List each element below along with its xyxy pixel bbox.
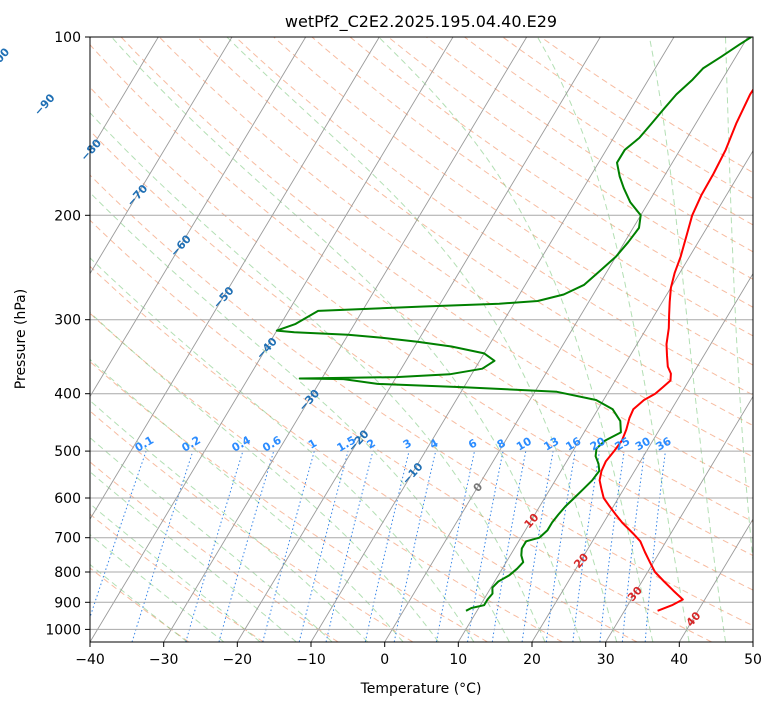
dewpoint-profile-line	[275, 37, 752, 612]
dry-adiabat	[90, 219, 712, 642]
isotherm-line	[90, 37, 380, 521]
y-axis-label: Pressure (hPa)	[13, 289, 29, 389]
moist-adiabat	[90, 399, 369, 642]
moist-adiabat	[90, 311, 439, 642]
plot-frame	[89, 36, 754, 643]
y-tick-label: 600	[54, 491, 81, 507]
y-tick-label: 700	[54, 531, 81, 547]
dry-adiabat	[120, 37, 753, 490]
y-tick-label: 200	[54, 208, 81, 224]
mixing-ratio-line	[644, 451, 666, 642]
moist-adiabat	[90, 471, 297, 642]
dry-adiabat	[197, 37, 753, 427]
dry-adiabat	[158, 37, 753, 458]
x-tick-label: −10	[296, 652, 326, 668]
x-tick-label: 50	[744, 652, 762, 668]
y-tick-label: 400	[54, 387, 81, 403]
chart-title: wetPf2_C2E2.2025.195.04.40.E29	[285, 12, 557, 32]
y-tick-label: 100	[54, 30, 81, 46]
mixing-ratio-line	[325, 450, 374, 642]
y-tick-label: 1000	[45, 622, 81, 638]
x-tick-label: −30	[149, 652, 179, 668]
mixing-ratio-line	[298, 450, 349, 642]
y-tick-label: 500	[54, 444, 81, 460]
moist-adiabat	[378, 37, 654, 642]
moist-adiabat	[90, 358, 404, 642]
moist-adiabat	[111, 37, 582, 642]
x-tick-label: 30	[597, 652, 615, 668]
y-tick-label: 800	[54, 565, 81, 581]
mixing-ratio-line	[131, 450, 194, 642]
isotherm-line	[0, 37, 11, 642]
x-axis: −40 −30 −20 −10 0 10 20 30 40 50	[75, 642, 762, 668]
x-tick-label: 0	[380, 652, 389, 668]
isotherm-line	[605, 395, 753, 642]
moist-adiabat	[90, 112, 546, 642]
isotherm-label: −100	[0, 45, 12, 78]
x-tick-label: −40	[75, 652, 105, 668]
isotherm-line	[163, 37, 528, 642]
dry-adiabat	[90, 174, 753, 627]
dry-adiabat	[349, 37, 753, 308]
isotherm-line	[90, 37, 233, 275]
isotherm-line	[310, 37, 675, 642]
mixing-ratio-line	[621, 451, 646, 642]
mixing-ratio-line	[218, 450, 275, 642]
isotherm-line	[90, 37, 307, 398]
isotherm-line	[90, 37, 159, 152]
isotherm-line	[457, 149, 753, 642]
x-tick-label: 20	[523, 652, 541, 668]
dry-adiabat	[90, 360, 488, 642]
y-tick-label: 300	[54, 313, 81, 329]
isotherm-line	[752, 641, 753, 642]
isotherm-line	[531, 272, 753, 642]
isotherm-line	[384, 37, 749, 642]
y-axis: 100 200 300 400 500 600 700 800 900 1000	[45, 30, 90, 638]
dry-adiabat	[90, 265, 638, 642]
mixing-ratio-line	[364, 450, 410, 642]
y-tick-label: 900	[54, 595, 81, 611]
moist-adiabat	[90, 257, 475, 642]
moist-adiabat	[648, 37, 727, 642]
dry-adiabat	[90, 513, 264, 642]
moist-adiabat	[90, 436, 333, 642]
mixing-ratio-line	[262, 450, 315, 642]
moist-adiabat	[725, 37, 753, 566]
x-tick-label: −20	[223, 652, 253, 668]
x-tick-label: 10	[449, 652, 467, 668]
temperature-profile-line	[598, 88, 753, 612]
isotherm-label: −90	[32, 91, 58, 118]
profile-lines	[275, 37, 753, 612]
mixing-ratio-line	[521, 451, 554, 642]
isotherm-line	[90, 37, 454, 642]
isotherm-line	[678, 518, 753, 642]
x-tick-label: 40	[670, 652, 688, 668]
x-axis-label: Temperature (°C)	[360, 681, 482, 697]
mixing-ratio-line	[545, 451, 576, 642]
dry-adiabat	[311, 37, 753, 337]
isotherm-line	[236, 37, 601, 642]
mixing-ratio-line	[185, 450, 244, 642]
plot-area	[90, 37, 753, 642]
mixing-ratio-line	[599, 451, 625, 642]
dry-adiabat	[90, 567, 190, 642]
mixing-ratio-line	[572, 451, 600, 642]
